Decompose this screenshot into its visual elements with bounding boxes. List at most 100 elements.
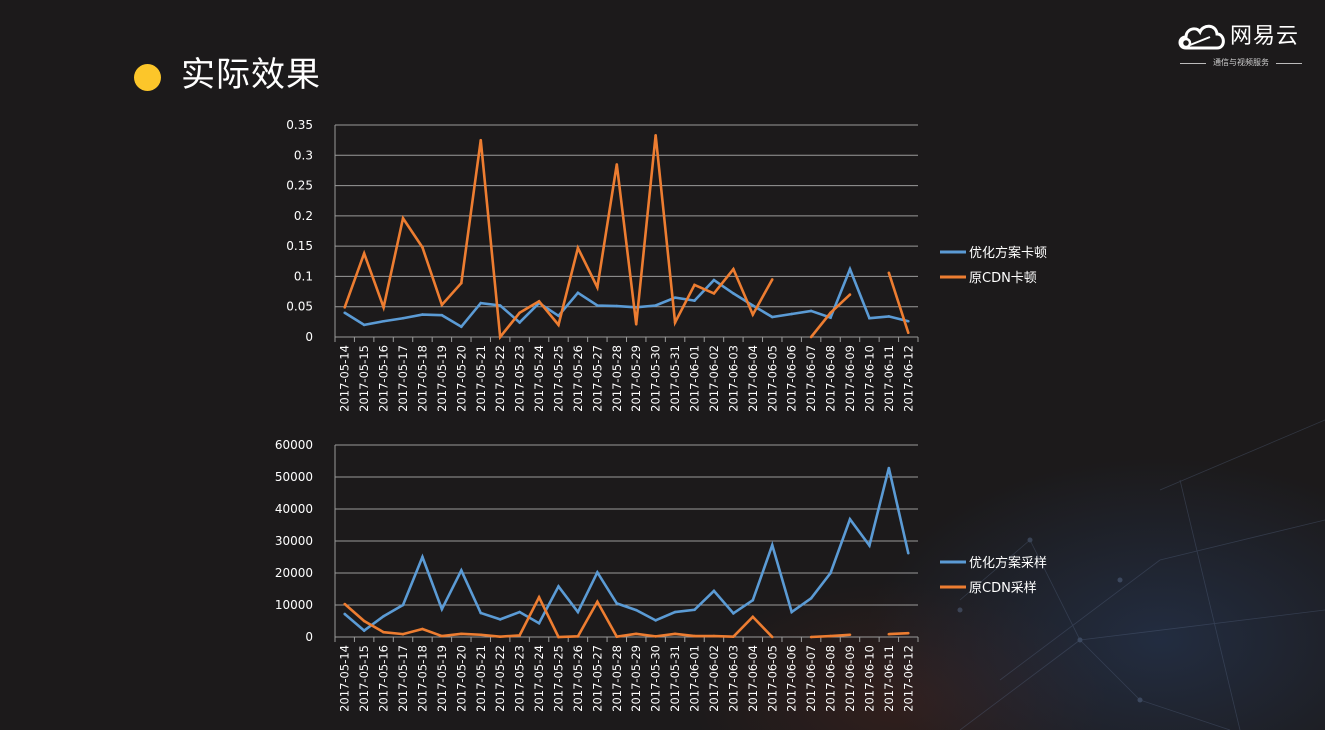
data-point [751,313,755,316]
x-tick-label: 2017-05-16 [377,345,391,412]
data-point [732,267,735,271]
data-point [421,627,424,631]
x-tick-label: 2017-05-31 [668,345,682,412]
data-point [673,296,677,299]
data-point [421,313,424,316]
x-tick-label: 2017-05-28 [610,645,624,712]
data-point [382,630,385,634]
data-point [693,299,696,302]
data-point [498,635,502,638]
data-point [673,610,677,614]
y-tick-label: 0 [305,630,313,644]
x-tick-label: 2017-05-19 [435,645,449,712]
x-tick-label: 2017-06-12 [901,645,915,712]
data-point [537,596,541,599]
x-tick-label: 2017-06-08 [824,345,838,412]
data-point [518,321,521,324]
legend-label: 优化方案采样 [969,555,1047,571]
data-point [615,635,619,638]
data-point [479,633,483,637]
data-point [576,246,580,250]
data-point [654,619,657,622]
x-tick-label: 2017-05-17 [396,645,410,712]
x-tick-label: 2017-05-21 [474,345,488,412]
data-point [654,304,657,307]
data-point [770,635,774,639]
data-point [887,466,891,470]
data-point [693,608,696,612]
series-line-original-cdn [887,272,910,334]
y-tick-label: 0.2 [294,209,313,223]
data-point [809,635,813,639]
data-point [440,313,444,317]
x-tick-label: 2017-06-03 [726,645,740,712]
data-point [343,602,347,606]
data-point [460,281,463,285]
x-tick-label: 2017-06-05 [765,645,779,712]
data-point [693,634,696,638]
data-point [848,293,852,296]
x-tick-label: 2017-05-29 [629,345,643,412]
x-tick-label: 2017-05-24 [532,345,546,412]
x-tick-label: 2017-06-04 [746,645,760,712]
x-tick-label: 2017-05-31 [668,645,682,712]
data-point [829,634,832,638]
x-tick-label: 2017-06-09 [843,645,857,712]
x-tick-label: 2017-06-07 [804,345,818,412]
data-point [751,304,755,307]
data-point [343,306,347,309]
y-tick-label: 40000 [275,502,313,516]
data-point [498,304,502,307]
data-point [712,589,716,593]
data-point [518,634,521,637]
data-point [770,278,774,281]
data-point [790,610,793,614]
data-point [848,633,852,637]
data-point [479,138,483,142]
x-tick-label: 2017-05-22 [493,345,507,412]
data-point [868,544,871,547]
data-point [770,543,774,547]
x-tick-label: 2017-05-20 [454,345,468,412]
data-point [887,315,891,318]
data-point [596,600,599,604]
logo-tagline: 通信与视频服务 [1213,58,1269,67]
cloud-icon [1178,24,1225,50]
data-point [848,517,852,521]
data-point [906,331,910,335]
x-tick-label: 2017-06-11 [882,645,896,712]
y-tick-label: 10000 [275,598,313,612]
x-tick-label: 2017-05-30 [649,645,663,712]
data-point [460,325,463,329]
data-point [401,316,405,320]
data-point [693,283,696,287]
series-line-original-cdn [888,631,909,636]
data-point [829,311,832,315]
x-tick-label: 2017-05-22 [493,645,507,712]
data-point [498,335,502,339]
data-point [498,618,502,621]
legend-label: 原CDN采样 [969,581,1037,596]
data-point [809,309,813,313]
data-point [576,610,580,614]
data-point [751,615,755,619]
y-tick-label: 0.25 [286,179,313,193]
data-point [557,635,560,639]
x-tick-label: 2017-05-28 [610,345,624,412]
data-point [421,555,424,559]
y-tick-label: 20000 [275,566,313,580]
x-tick-label: 2017-06-01 [688,345,702,412]
x-tick-label: 2017-05-14 [338,345,352,412]
data-point [401,603,405,607]
data-point [848,267,852,271]
title-bullet-dot [134,64,161,91]
data-point [654,133,657,137]
data-point [401,216,405,220]
data-point [732,292,735,295]
data-point [906,551,910,555]
data-point [829,316,832,319]
x-tick-label: 2017-05-23 [513,645,527,712]
y-tick-label: 60000 [275,438,313,452]
x-tick-label: 2017-06-03 [726,345,740,412]
